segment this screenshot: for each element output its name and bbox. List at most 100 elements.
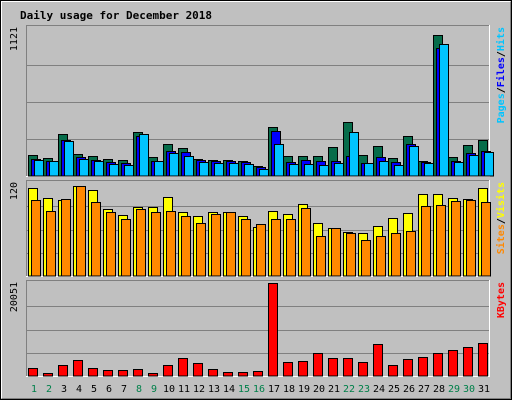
visits-panel: 120 Sites/Visits: [9, 180, 507, 277]
sites-bar-day-21: [331, 228, 341, 277]
hits-bar-day-31: [484, 152, 494, 177]
hits-bar-day-16: [259, 169, 269, 177]
kbytes-bar-day-3: [58, 365, 68, 377]
hits-bar-day-1: [34, 160, 44, 177]
kbytes-bar-day-9: [148, 373, 158, 377]
hits-bar-day-26: [409, 146, 419, 177]
hits-bar-day-12: [199, 162, 209, 177]
kbytes-panel: 20051 KBytes: [9, 280, 507, 377]
hits-panel-plot-area: [26, 25, 490, 177]
chart-title: Daily usage for December 2018: [20, 9, 212, 22]
kbytes-bar-day-21: [328, 358, 338, 377]
sites-bar-day-9: [151, 212, 161, 277]
hits-panel-legend-pages: Pages: [496, 93, 507, 123]
kbytes-bar-day-30: [463, 347, 473, 377]
hits-panel-legend-hits: Hits: [495, 27, 507, 51]
hits-bar-day-7: [124, 165, 134, 177]
hits-panel-legend: Pages/Files/Hits: [495, 27, 507, 123]
sites-bar-day-24: [376, 236, 386, 277]
day-label-1: 1: [31, 384, 37, 395]
x-axis-day-labels: 1 2 3 4 5 6 7 8 9 10 11 12 13 14 15 16 17 18 19 20 21 22 23 24 2…: [31, 384, 490, 395]
hits-bar-day-2: [49, 161, 59, 177]
kbytes-bar-day-5: [88, 368, 98, 377]
hits-bar-day-3: [64, 141, 74, 177]
day-label-2: 2: [46, 384, 52, 395]
hits-bar-day-23: [364, 163, 374, 177]
sites-bar-day-26: [406, 231, 416, 277]
day-label-25: 25: [388, 384, 400, 395]
hits-bar-day-24: [379, 161, 389, 177]
day-label-6: 6: [106, 384, 112, 395]
day-label-17: 17: [268, 384, 280, 395]
kbytes-bar-day-26: [403, 359, 413, 377]
hits-panel-legend-files: Files: [495, 57, 507, 87]
kbytes-bar-day-10: [163, 365, 173, 377]
day-label-28: 28: [433, 384, 445, 395]
visits-panel-ymax-label: 120: [9, 182, 20, 200]
hits-bar-day-25: [394, 165, 404, 177]
day-label-29: 29: [448, 384, 460, 395]
sites-bar-day-6: [106, 212, 116, 277]
hits-bar-day-22: [349, 132, 359, 177]
kbytes-bar-day-6: [103, 370, 113, 377]
day-label-26: 26: [403, 384, 415, 395]
hits-panel-legend-separator: /: [496, 51, 507, 57]
day-label-8: 8: [136, 384, 142, 395]
hits-bar-day-19: [304, 164, 314, 177]
day-label-14: 14: [223, 384, 235, 395]
hits-bar-day-8: [139, 134, 149, 177]
hits-panel-legend-separator: /: [496, 87, 507, 93]
hits-bar-day-29: [454, 162, 464, 177]
kbytes-panel-legend: KBytes: [496, 282, 507, 318]
day-label-27: 27: [418, 384, 430, 395]
day-label-22: 22: [343, 384, 355, 395]
kbytes-bar-day-17: [268, 283, 278, 377]
hits-bar-day-17: [274, 144, 284, 177]
hits-bar-day-21: [334, 163, 344, 177]
hits-bar-day-13: [214, 163, 224, 177]
kbytes-bar-day-11: [178, 358, 188, 377]
sites-bar-day-27: [421, 206, 431, 277]
day-label-10: 10: [163, 384, 175, 395]
kbytes-bar-day-8: [133, 369, 143, 377]
day-label-11: 11: [178, 384, 190, 395]
day-label-23: 23: [358, 384, 370, 395]
hits-bar-day-11: [184, 156, 194, 177]
kbytes-panel-legend-kbytes: KBytes: [496, 282, 507, 318]
hits-bar-day-27: [424, 163, 434, 177]
sites-bar-day-3: [61, 199, 71, 277]
kbytes-bar-day-14: [223, 372, 233, 377]
day-label-16: 16: [253, 384, 265, 395]
day-label-31: 31: [478, 384, 490, 395]
kbytes-bar-day-27: [418, 357, 428, 377]
day-label-30: 30: [463, 384, 475, 395]
sites-bar-day-17: [271, 219, 281, 277]
kbytes-bar-day-25: [388, 365, 398, 377]
day-label-9: 9: [151, 384, 157, 395]
day-label-19: 19: [298, 384, 310, 395]
kbytes-bar-day-2: [43, 373, 53, 377]
hits-bar-day-6: [109, 164, 119, 177]
day-label-4: 4: [76, 384, 82, 395]
day-label-3: 3: [61, 384, 67, 395]
sites-bar-day-25: [391, 233, 401, 277]
sites-bar-day-16: [256, 224, 266, 277]
hits-bar-day-15: [244, 164, 254, 177]
kbytes-bar-day-28: [433, 353, 443, 377]
sites-bar-day-2: [46, 211, 56, 277]
kbytes-bar-day-12: [193, 363, 203, 377]
chart-panels: 1121Pages/Files/Hits120Sites/Visits20051…: [9, 25, 507, 377]
kbytes-bar-day-20: [313, 353, 323, 377]
kbytes-bar-day-24: [373, 344, 383, 377]
sites-bar-day-7: [121, 219, 131, 277]
sites-bar-day-19: [301, 208, 311, 277]
kbytes-bar-day-13: [208, 369, 218, 377]
kbytes-bar-day-7: [118, 370, 128, 377]
sites-bar-day-18: [286, 219, 296, 277]
day-label-12: 12: [193, 384, 205, 395]
day-label-20: 20: [313, 384, 325, 395]
sites-bar-day-12: [196, 223, 206, 277]
sites-bar-day-8: [136, 209, 146, 277]
hits-bar-day-30: [469, 155, 479, 177]
